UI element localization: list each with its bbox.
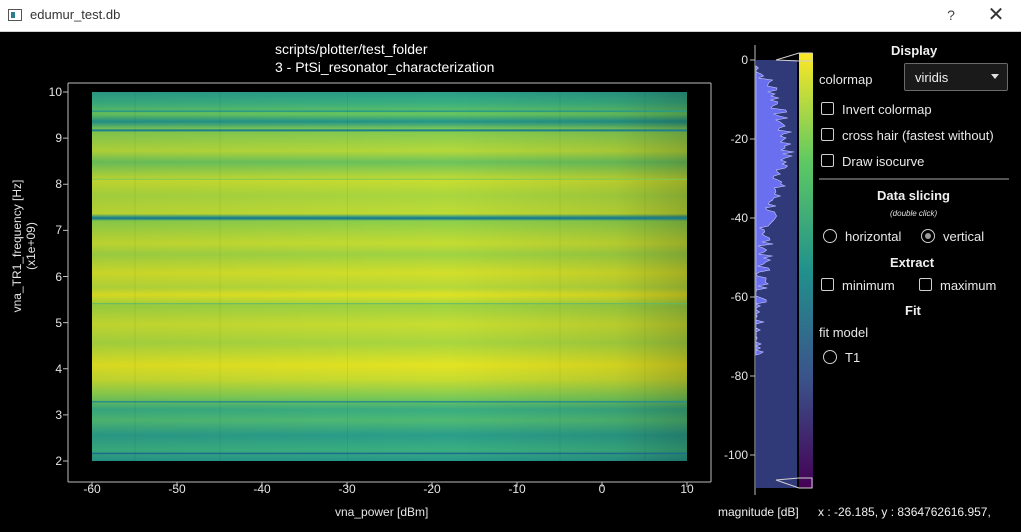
y-tick-label: 3 xyxy=(55,407,62,422)
heatmap-band xyxy=(92,178,687,180)
panel-divider xyxy=(819,178,1009,180)
heatmap-band xyxy=(92,452,687,455)
data-slicing-heading: Data slicing xyxy=(877,188,950,203)
fit-model-label: fit model xyxy=(819,325,869,340)
draw-isocurve-checkbox[interactable] xyxy=(821,154,834,167)
invert-colormap-checkbox[interactable] xyxy=(821,102,834,115)
chevron-down-icon xyxy=(991,74,999,79)
t1-radio[interactable] xyxy=(823,350,837,364)
t1-label: T1 xyxy=(845,350,861,365)
heatmap-column-seam xyxy=(644,92,646,461)
histogram-axis xyxy=(750,45,756,495)
colorbar-label: magnitude [dB] xyxy=(718,505,799,519)
heatmap-column-seam xyxy=(347,92,348,461)
display-heading: Display xyxy=(891,43,938,58)
level-handle-bottom xyxy=(775,477,813,489)
x-tick-label: -40 xyxy=(253,482,271,496)
histogram-curve xyxy=(755,65,795,356)
colormap-label: colormap xyxy=(819,72,873,87)
cross-hair-checkbox[interactable] xyxy=(821,128,834,141)
title-bar: edumur_test.db ? ✕ xyxy=(0,0,1021,32)
app-window-icon xyxy=(8,9,22,21)
slicing-hint: (double click) xyxy=(890,209,938,218)
heatmap-column-seam xyxy=(219,92,221,461)
heatmap-band xyxy=(92,110,687,112)
histogram-tick-label: -100 xyxy=(723,448,748,462)
maximum-label: maximum xyxy=(940,278,997,293)
histogram-tick-label: 0 xyxy=(741,53,748,67)
plot-title-line1: scripts/plotter/test_folder xyxy=(275,41,428,57)
invert-colormap-label: Invert colormap xyxy=(842,102,932,117)
heatmap-image xyxy=(92,92,687,461)
extract-heading: Extract xyxy=(890,255,935,270)
y-tick-label: 9 xyxy=(55,131,62,146)
heatmap-band xyxy=(92,303,687,305)
x-tick-label: -20 xyxy=(423,482,441,496)
heatmap-lines xyxy=(92,92,687,461)
histogram-tick-label: -20 xyxy=(730,132,748,146)
minimum-checkbox[interactable] xyxy=(821,278,834,291)
window-title: edumur_test.db xyxy=(30,7,121,22)
colorbar xyxy=(799,53,813,488)
help-button[interactable]: ? xyxy=(947,7,955,23)
y-tick-label: 7 xyxy=(55,223,62,238)
vertical-label: vertical xyxy=(943,229,985,244)
histogram-background xyxy=(756,60,797,488)
vertical-radio[interactable] xyxy=(921,229,935,243)
heatmap-column-seam xyxy=(559,92,561,461)
y-axis-title: vna_TR1_frequency [Hz] (x1e+09) xyxy=(10,179,38,313)
x-tick-label: -50 xyxy=(168,482,186,496)
level-handle-top xyxy=(775,52,813,62)
fit-heading: Fit xyxy=(905,303,921,318)
minimum-label: minimum xyxy=(842,278,895,293)
histogram-tick-label: -40 xyxy=(730,211,748,225)
heatmap-band xyxy=(92,129,687,132)
plot-axes xyxy=(63,82,712,487)
x-axis-title: vna_power [dBm] xyxy=(335,505,429,519)
heatmap-band xyxy=(92,401,687,403)
histogram-tick-label: -60 xyxy=(730,290,748,304)
colormap-select[interactable]: viridis xyxy=(904,63,1008,91)
cross-hair-label: cross hair (fastest without) xyxy=(842,128,994,143)
y-tick-label: 2 xyxy=(55,454,62,468)
y-tick-label: 8 xyxy=(55,177,62,192)
y-tick-label: 4 xyxy=(55,361,62,376)
x-tick-label: -10 xyxy=(508,482,526,496)
histogram-tick-label: -80 xyxy=(730,369,748,383)
x-tick-label: 0 xyxy=(598,482,606,496)
x-tick-label: -30 xyxy=(338,482,356,496)
heatmap-column-seam xyxy=(134,92,136,461)
horizontal-label: horizontal xyxy=(845,229,902,244)
heatmap-band xyxy=(92,217,687,220)
cursor-coordinates: x : -26.185, y : 8364762616.957, xyxy=(818,505,991,519)
maximum-checkbox[interactable] xyxy=(919,278,932,291)
horizontal-radio[interactable] xyxy=(823,229,837,243)
colormap-value: viridis xyxy=(915,70,949,85)
plot-title-line2: 3 - PtSi_resonator_characterization xyxy=(275,59,495,75)
draw-isocurve-label: Draw isocurve xyxy=(842,154,925,169)
y-tick-label: 5 xyxy=(55,315,62,330)
x-tick-label: -60 xyxy=(83,482,101,496)
heatmap-shade xyxy=(92,92,687,461)
close-button[interactable]: ✕ xyxy=(987,4,1005,26)
y-tick-label: 6 xyxy=(55,269,62,284)
x-tick-label: 10 xyxy=(680,482,694,496)
y-tick-label: 10 xyxy=(48,85,62,99)
